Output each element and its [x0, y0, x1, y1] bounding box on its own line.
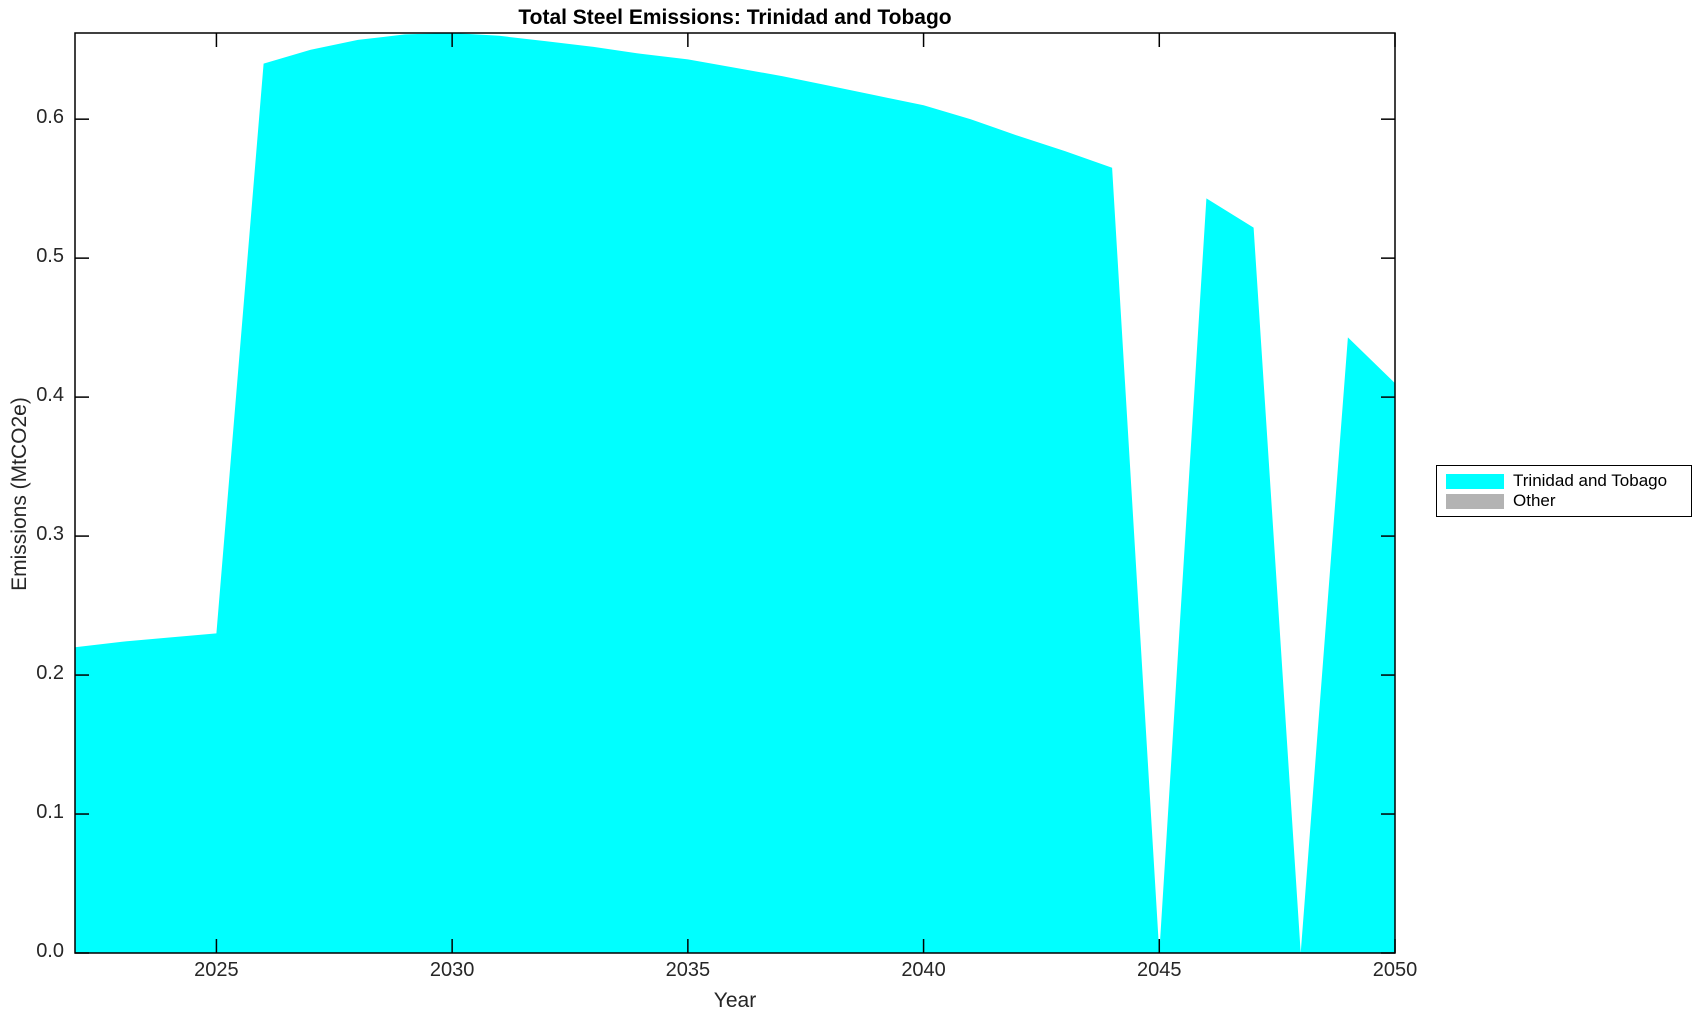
y-tick-label: 0.2 [36, 662, 64, 685]
x-tick-label: 2035 [665, 959, 711, 981]
x-tick-label: 2030 [429, 959, 475, 981]
y-tick-label: 0.0 [36, 940, 64, 962]
x-tick-label: 2050 [1372, 959, 1418, 981]
chart-canvas [74, 32, 1396, 954]
y-tick-label: 0.1 [36, 801, 64, 824]
x-tick-label: 2025 [194, 959, 239, 981]
x-tick-label: 2045 [1137, 959, 1182, 981]
y-tick-label: 0.5 [36, 245, 64, 268]
axes-box [74, 32, 1396, 954]
legend: Trinidad and Tobago Other [1436, 465, 1692, 517]
legend-item: Other [1446, 491, 1683, 511]
legend-label-other: Other [1513, 491, 1556, 510]
y-tick-label: 0.4 [36, 384, 64, 407]
legend-swatch-trinidad-and-tobago [1446, 473, 1504, 489]
area-trinidad-and-tobago [75, 33, 1395, 953]
x-tick-label: 2040 [901, 959, 946, 981]
plot-area [74, 32, 1396, 954]
x-axis-label: Year [713, 989, 757, 1012]
legend-swatch-other [1446, 493, 1504, 509]
y-tick-label: 0.6 [36, 106, 64, 129]
legend-item: Trinidad and Tobago [1446, 471, 1683, 491]
legend-label-trinidad-and-tobago: Trinidad and Tobago [1513, 471, 1668, 490]
chart-title: Total Steel Emissions: Trinidad and Toba… [518, 6, 952, 29]
y-axis-label: Emissions (MtCO2e) [8, 397, 31, 591]
y-tick-label: 0.3 [36, 523, 64, 546]
